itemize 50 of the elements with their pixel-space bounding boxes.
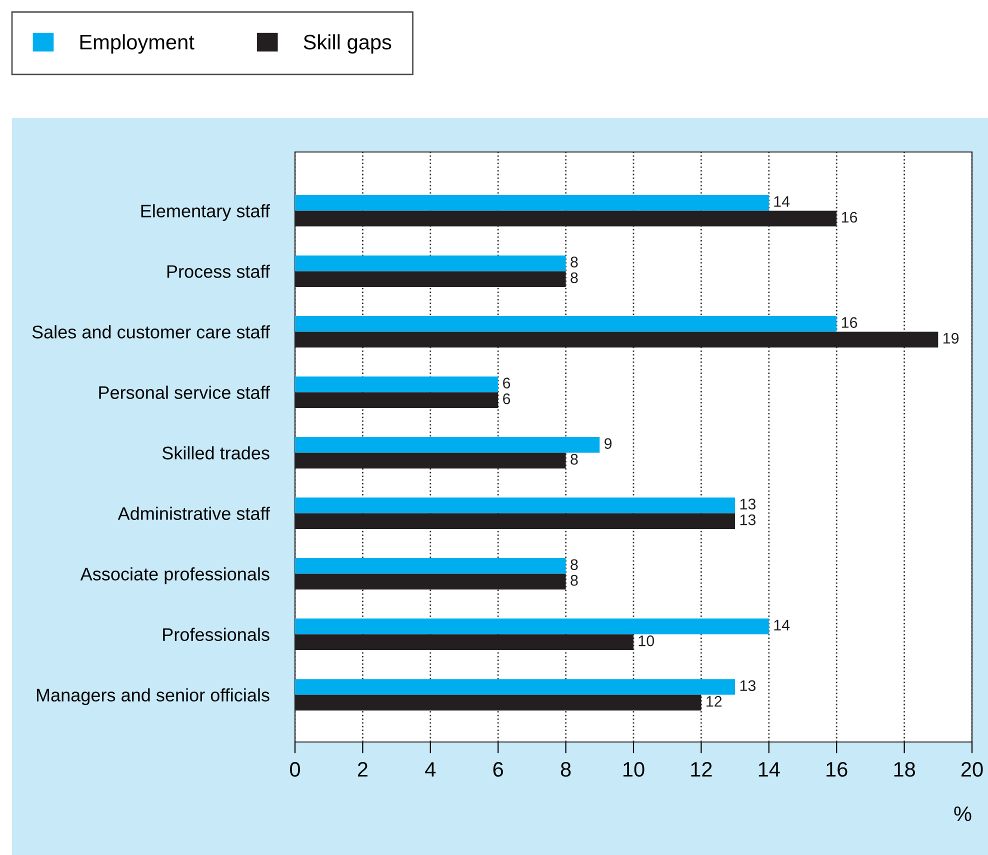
x-tick-label: 2 bbox=[358, 762, 368, 777]
y-tick-label: Process staff bbox=[167, 264, 270, 278]
y-tick-label: Personal service staff bbox=[99, 386, 270, 399]
x-tick-label: 14 bbox=[758, 762, 780, 777]
y-tick-label: Professionals bbox=[163, 628, 270, 642]
data-label: 6 bbox=[503, 378, 510, 388]
bar bbox=[295, 194, 769, 211]
bar bbox=[295, 316, 837, 332]
y-tick-label: Elementary staff bbox=[141, 204, 270, 221]
data-label: 12 bbox=[706, 696, 722, 707]
data-label: 8 bbox=[570, 256, 578, 268]
bar bbox=[295, 437, 600, 453]
x-tick-label: 8 bbox=[560, 762, 571, 777]
data-label: 14 bbox=[774, 196, 790, 207]
bar bbox=[295, 498, 736, 514]
data-label: 16 bbox=[842, 317, 858, 328]
data-label: 14 bbox=[774, 620, 790, 630]
bar bbox=[295, 618, 769, 634]
x-tick-label: 6 bbox=[493, 762, 503, 777]
data-label: 13 bbox=[740, 680, 756, 692]
x-tick-label: 18 bbox=[894, 762, 915, 777]
data-label: 6 bbox=[503, 393, 510, 404]
data-label: 13 bbox=[740, 498, 756, 510]
data-label: 13 bbox=[740, 514, 756, 526]
x-tick-label: 4 bbox=[425, 762, 436, 777]
x-tick-label: 20 bbox=[961, 762, 983, 777]
y-tick-label: Sales and customer care staff bbox=[32, 325, 270, 338]
data-label: 8 bbox=[570, 574, 578, 586]
x-tick-label: 0 bbox=[290, 762, 300, 777]
data-label: 16 bbox=[842, 212, 858, 223]
bar bbox=[295, 679, 736, 695]
bar bbox=[295, 376, 498, 392]
data-label: 10 bbox=[638, 635, 654, 646]
data-label: 8 bbox=[570, 454, 578, 465]
y-tick-label: Managers and senior officials bbox=[36, 688, 270, 706]
data-label: 8 bbox=[570, 272, 578, 284]
x-tick-label: 10 bbox=[624, 762, 644, 777]
data-label: 9 bbox=[604, 438, 612, 449]
x-tick-label: 12 bbox=[691, 762, 712, 777]
data-label: 8 bbox=[570, 559, 578, 570]
bar bbox=[295, 558, 566, 574]
legend-label: Employment bbox=[80, 34, 194, 54]
data-label: 19 bbox=[943, 332, 959, 344]
bar bbox=[295, 255, 566, 272]
x-axis-title: % bbox=[954, 806, 972, 822]
y-tick-label: Skilled trades bbox=[162, 446, 270, 460]
x-tick-label: 16 bbox=[826, 762, 848, 777]
y-tick-label: Administrative staff bbox=[118, 506, 270, 520]
y-tick-label: Associate professionals bbox=[80, 567, 270, 584]
legend-label: Skill gaps bbox=[304, 34, 392, 54]
